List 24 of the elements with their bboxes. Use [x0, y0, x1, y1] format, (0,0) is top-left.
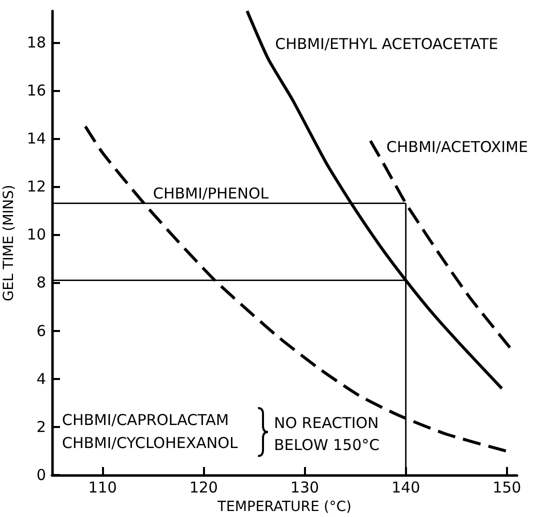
annotation: CHBMI/CYCLOHEXANOL — [62, 434, 238, 452]
y-tick-label: 6 — [36, 322, 46, 340]
x-tick-label: 130 — [290, 478, 320, 496]
annotation: CHBMI/CAPROLACTAM — [62, 411, 229, 429]
x-axis-title: TEMPERATURE (°C) — [216, 498, 352, 515]
y-tick-label: 4 — [36, 370, 46, 388]
annotation: BELOW 150°C — [274, 436, 380, 454]
x-tick-label: 150 — [492, 478, 522, 496]
series-label: CHBMI/PHENOL — [152, 184, 270, 202]
x-tick-label: 140 — [391, 478, 420, 496]
series-label: CHBMI/ACETOXIME — [386, 138, 528, 156]
y-tick-label: 8 — [36, 274, 46, 292]
y-axis-title: GEL TIME (MINS) — [1, 184, 18, 302]
y-tick-label: 0 — [36, 466, 46, 484]
y-tick-label: 2 — [36, 418, 46, 436]
x-tick-label: 120 — [189, 478, 218, 496]
y-tick-label: 16 — [26, 81, 46, 100]
y-tick-label: 18 — [26, 33, 46, 52]
y-tick-label: 14 — [26, 129, 46, 148]
y-tick-label: 12 — [26, 178, 46, 196]
x-tick-label: 110 — [88, 478, 117, 496]
y-tick-label: 10 — [26, 226, 46, 244]
series-label: CHBMI/ETHYL ACETOACETATE — [275, 35, 498, 53]
annotation: NO REACTION — [274, 414, 379, 432]
